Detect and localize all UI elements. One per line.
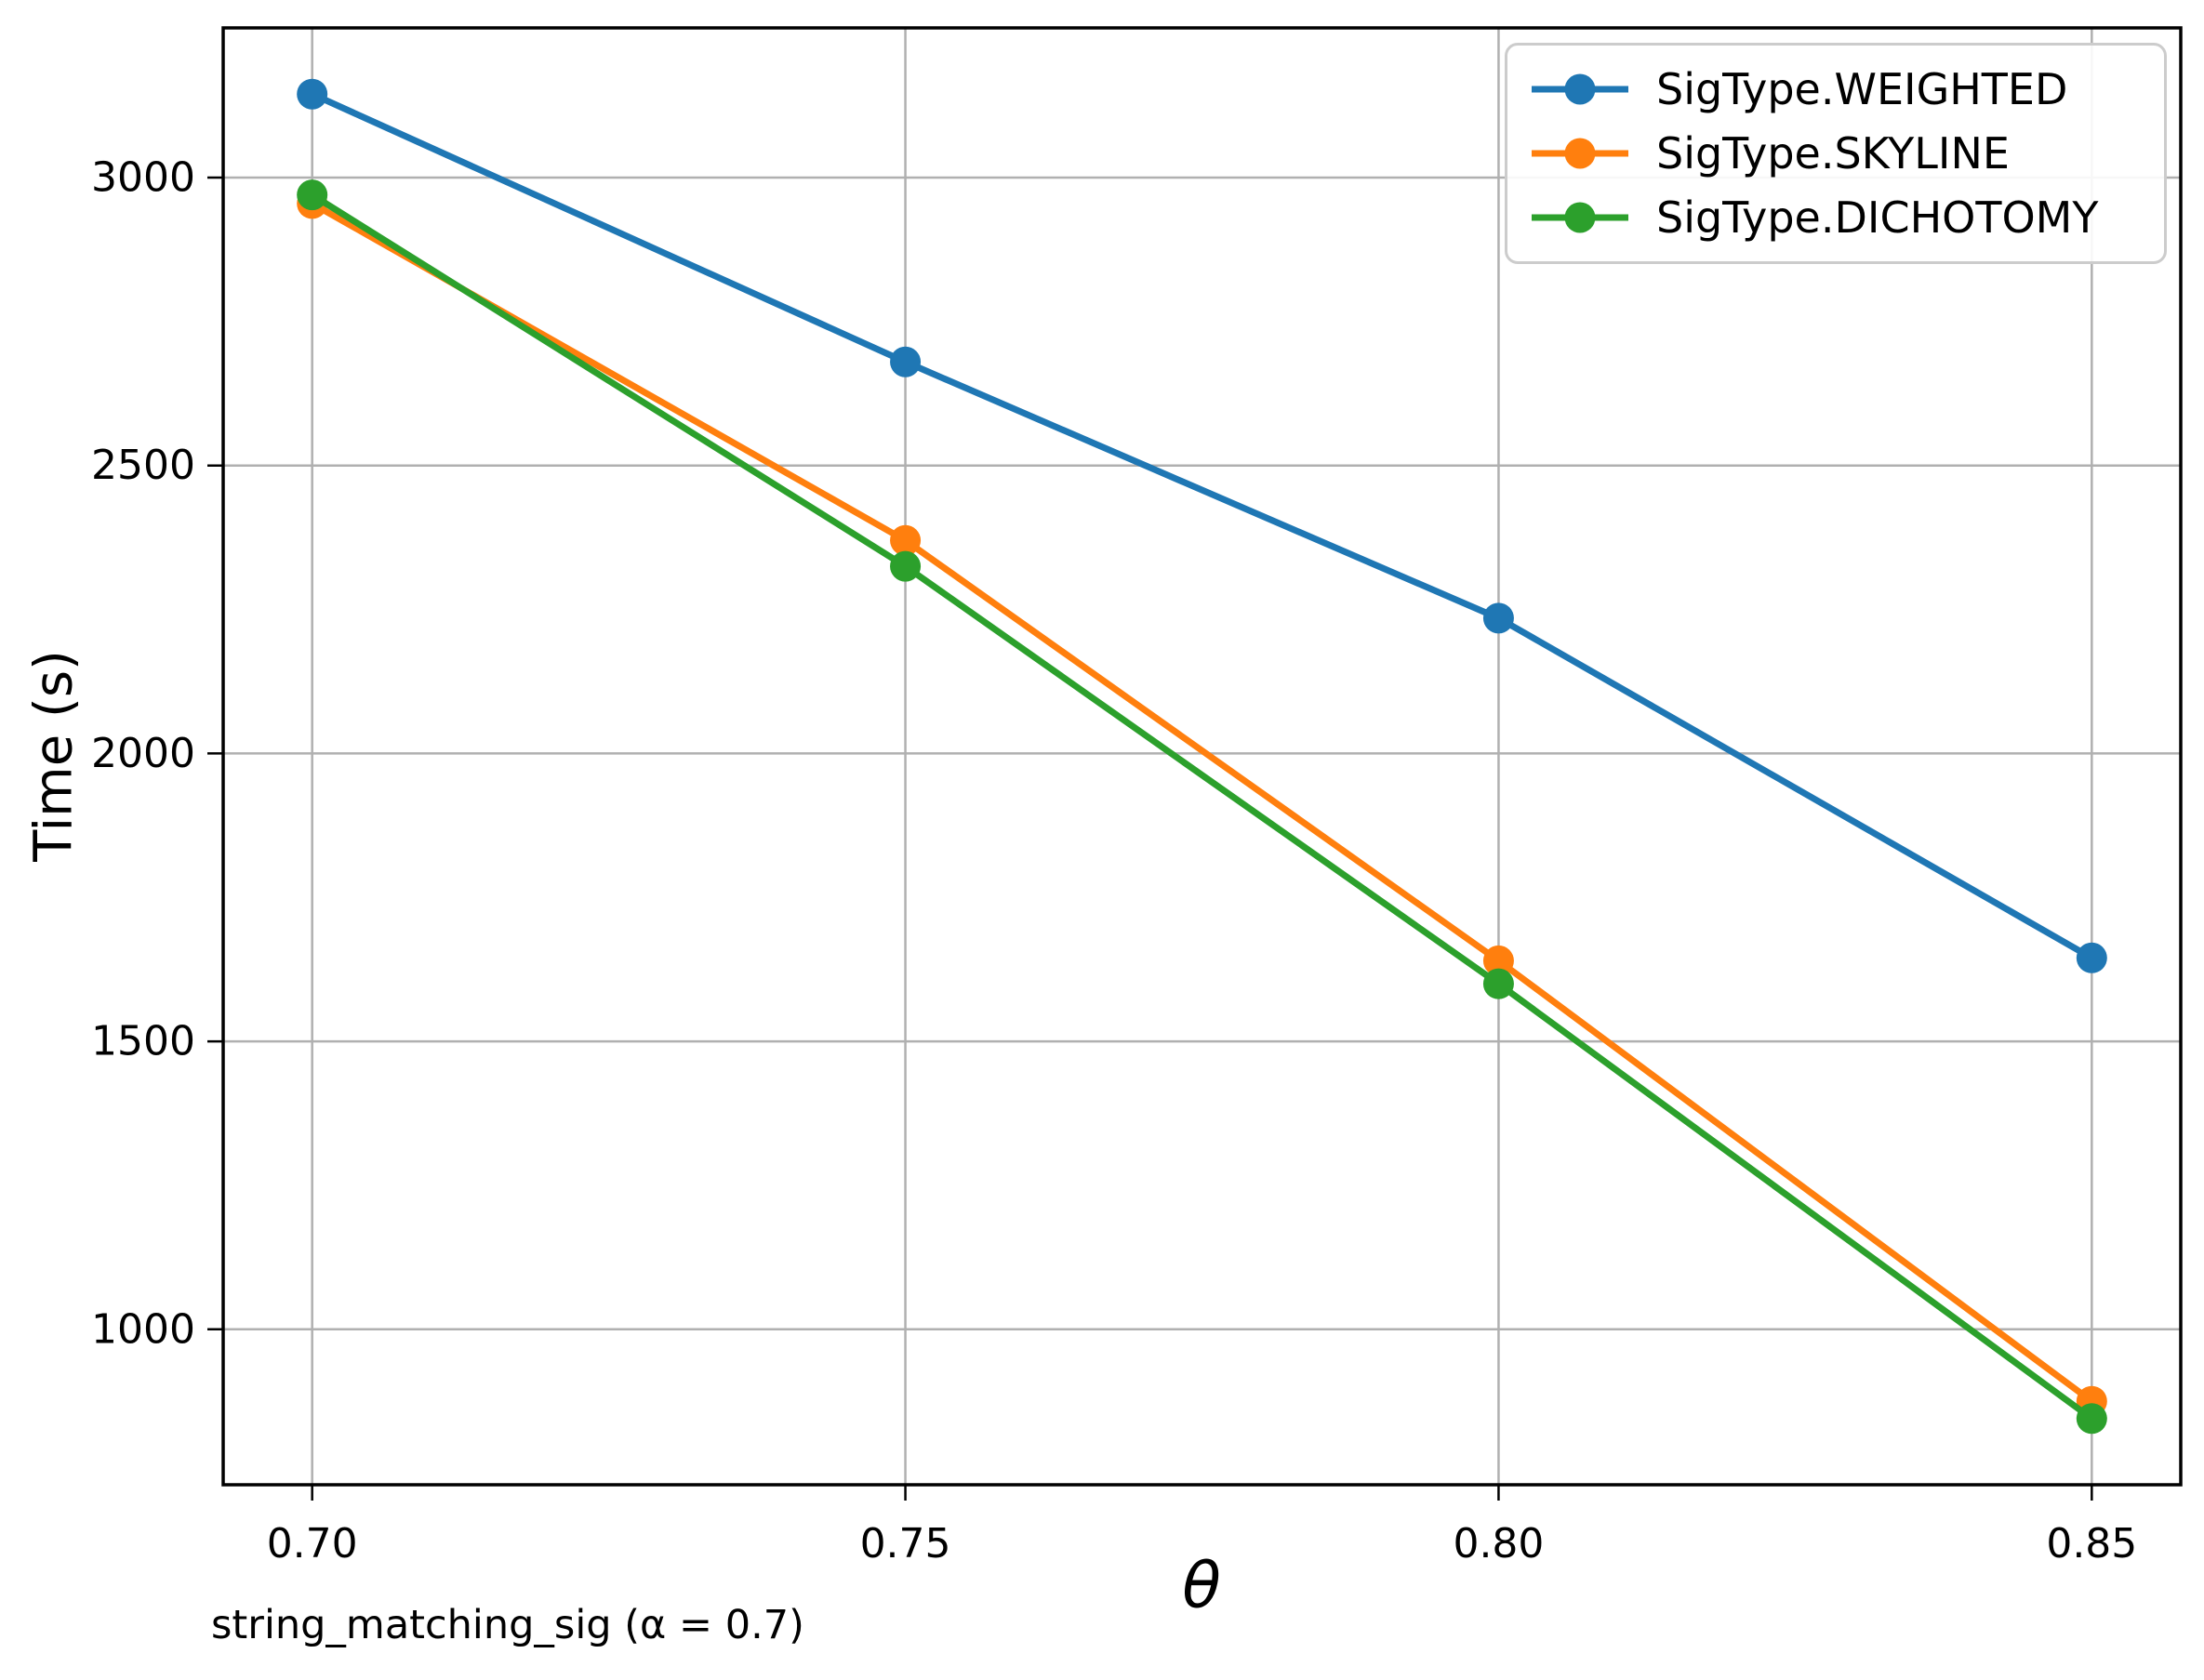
y-tick-label: 2000 bbox=[91, 730, 195, 777]
x-tick-label: 0.80 bbox=[1453, 1520, 1544, 1568]
legend-line-dot-marker bbox=[1532, 202, 1628, 233]
data-point-marker bbox=[1482, 968, 1514, 999]
y-tick-label: 3000 bbox=[91, 154, 195, 202]
x-tick-label: 0.70 bbox=[267, 1520, 358, 1568]
legend-marker-dot bbox=[1564, 73, 1596, 105]
series-line bbox=[309, 200, 2095, 1405]
legend-item-label: SigType.WEIGHTED bbox=[1656, 63, 2068, 114]
data-point-marker bbox=[890, 524, 922, 556]
y-tick-label: 2500 bbox=[91, 442, 195, 489]
legend-marker-dot bbox=[1564, 202, 1596, 233]
legend-item: SigType.SKYLINE bbox=[1532, 132, 2140, 175]
data-point-marker bbox=[890, 550, 922, 582]
legend-item-label: SigType.SKYLINE bbox=[1656, 127, 2010, 179]
y-axis-label: Time (s) bbox=[23, 650, 85, 862]
data-point-marker bbox=[297, 78, 328, 110]
data-point-marker bbox=[890, 346, 922, 377]
data-point-marker bbox=[297, 179, 328, 211]
x-tick-label: 0.85 bbox=[2046, 1520, 2137, 1568]
data-point-marker bbox=[1482, 945, 1514, 976]
x-axis-label: θ bbox=[1182, 1549, 1221, 1623]
legend: SigType.WEIGHTED SigType.SKYLINE SigType… bbox=[1505, 43, 2167, 264]
series-line bbox=[309, 90, 2095, 961]
legend-line-dot-marker bbox=[1532, 73, 1628, 105]
legend-item: SigType.WEIGHTED bbox=[1532, 68, 2140, 111]
legend-item-label: SigType.DICHOTOMY bbox=[1656, 192, 2099, 244]
data-point-marker bbox=[1482, 602, 1514, 634]
data-point-marker bbox=[2076, 942, 2107, 973]
figure-caption: string_matching_sig (α = 0.7) bbox=[211, 1602, 804, 1648]
data-point-marker bbox=[2076, 1403, 2107, 1435]
legend-marker-dot bbox=[1564, 138, 1596, 169]
plot-border bbox=[221, 26, 2183, 1487]
legend-line-dot-marker bbox=[1532, 138, 1628, 169]
y-tick-label: 1500 bbox=[91, 1018, 195, 1065]
legend-item: SigType.DICHOTOMY bbox=[1532, 196, 2140, 239]
x-tick-label: 0.75 bbox=[860, 1520, 951, 1568]
series-line bbox=[309, 192, 2095, 1422]
y-tick-label: 1000 bbox=[91, 1305, 195, 1353]
